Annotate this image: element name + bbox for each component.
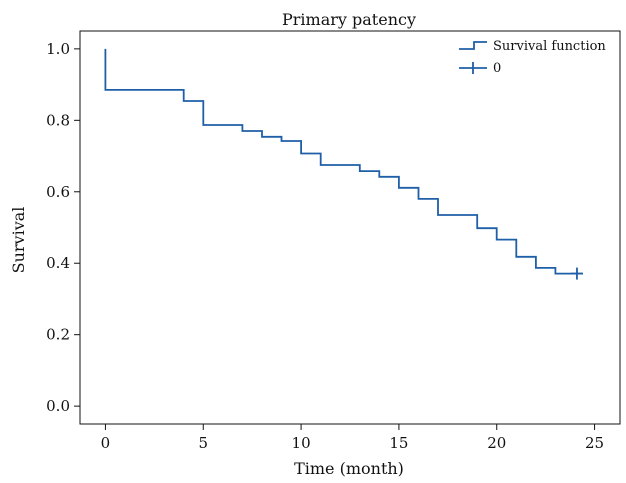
x-axis-title: Time (month): [294, 459, 404, 478]
legend-label-survival: Survival function: [493, 39, 606, 54]
chart-title: Primary patency: [282, 10, 416, 29]
y-tick-label: 1.0: [46, 40, 70, 58]
legend: Survival function 0: [459, 39, 606, 76]
y-tick-label: 0.0: [46, 397, 70, 415]
y-tick-label: 0.2: [46, 326, 70, 344]
censor-marker: [570, 267, 583, 280]
x-tick-label: 10: [292, 434, 311, 452]
plot-area: 0 5 10 15 20 25 0.0 0.2 0.4 0.6 0.8 1.0: [46, 30, 621, 452]
survival-curve: [104, 48, 583, 275]
legend-step-swatch: [459, 41, 487, 50]
y-tick-label: 0.8: [46, 111, 70, 129]
x-tick-label: 25: [585, 434, 604, 452]
x-tick-label: 15: [389, 434, 408, 452]
legend-label-censor: 0: [493, 61, 501, 76]
y-tick-label: 0.6: [46, 183, 70, 201]
y-axis-title: Survival: [9, 207, 28, 274]
y-tick-label: 0.4: [46, 254, 70, 272]
plot-frame: [79, 30, 621, 425]
x-tick-label: 5: [198, 434, 208, 452]
x-tick-label: 0: [101, 434, 111, 452]
x-tick-label: 20: [487, 434, 506, 452]
